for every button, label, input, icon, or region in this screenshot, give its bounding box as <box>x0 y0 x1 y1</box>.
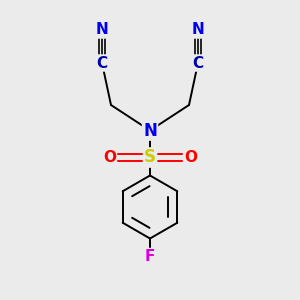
Text: O: O <box>103 150 116 165</box>
Text: S: S <box>144 148 156 166</box>
Text: O: O <box>184 150 197 165</box>
Text: N: N <box>143 122 157 140</box>
Text: F: F <box>145 249 155 264</box>
Text: C: C <box>96 56 108 70</box>
Text: C: C <box>192 56 204 70</box>
Text: N: N <box>192 22 204 38</box>
Text: N: N <box>96 22 108 38</box>
